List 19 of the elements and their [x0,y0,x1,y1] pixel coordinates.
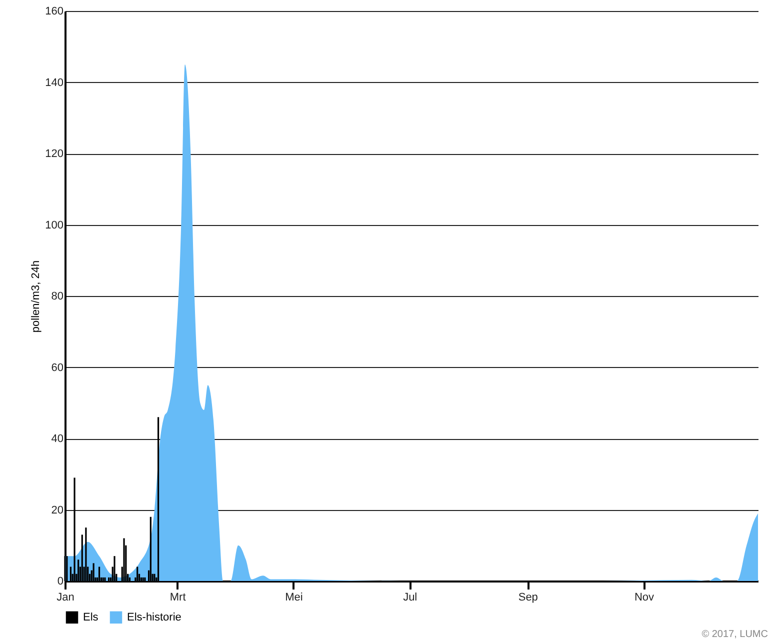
y-tick-label: 20 [51,504,64,516]
y-tick-label: 0 [57,576,64,588]
y-tick-label: 40 [51,433,64,445]
x-tick-label: Jan [56,592,74,604]
x-tick-label: Sep [518,592,538,604]
x-tick-label: Jul [403,592,418,604]
y-axis-title: pollen/m3, 24h [30,260,42,333]
y-tick-label: 140 [45,76,64,89]
legend-label: Els-historie [127,611,182,624]
legend-label: Els [83,611,99,624]
y-tick-label: 120 [45,148,64,160]
y-tick-label: 60 [51,362,64,374]
x-tick-label: Nov [634,592,655,604]
x-tick-label: Mrt [170,592,186,604]
y-tick-label: 160 [45,6,64,18]
text: © 2017, LUMC [702,629,768,640]
y-tick-label: 100 [45,219,64,232]
y-tick-label: 80 [51,290,64,302]
x-tick-label: Mei [285,592,303,604]
